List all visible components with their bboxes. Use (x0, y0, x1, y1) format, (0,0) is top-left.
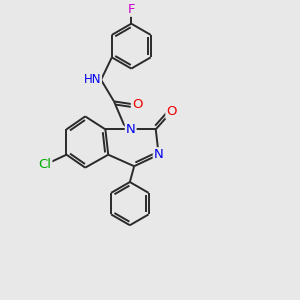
Text: N: N (126, 123, 136, 136)
Text: O: O (132, 98, 142, 111)
Text: F: F (128, 3, 135, 16)
Text: HN: HN (83, 73, 101, 86)
Text: Cl: Cl (38, 158, 51, 171)
Text: N: N (154, 148, 164, 161)
Text: O: O (166, 105, 177, 118)
